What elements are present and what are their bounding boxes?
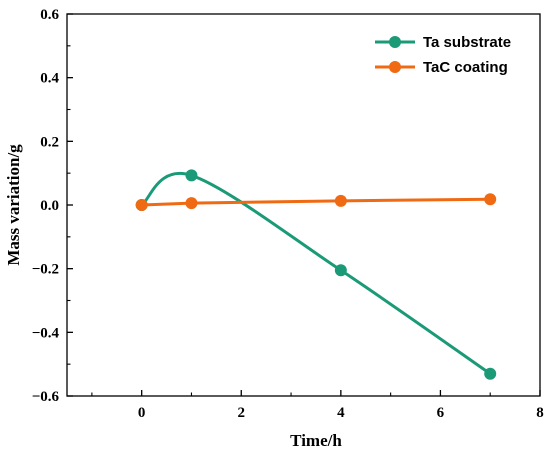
- legend-label: Ta substrate: [423, 34, 511, 51]
- x-tick-label: 0: [138, 405, 146, 421]
- x-tick-label: 2: [238, 405, 246, 421]
- y-tick-label: 0.2: [40, 134, 59, 150]
- x-tick-label: 8: [536, 405, 544, 421]
- data-point: [185, 169, 198, 182]
- legend-label: TaC coating: [423, 59, 508, 76]
- y-tick-label: 0.0: [40, 198, 59, 214]
- x-tick-label: 6: [437, 405, 445, 421]
- y-axis-title: Mass variation/g: [4, 144, 23, 266]
- y-axis: −0.6 −0.4 −0.2 0.0 0.2 0.4 0.6: [32, 7, 73, 405]
- y-tick-label: 0.6: [40, 7, 59, 23]
- y-tick-label: −0.4: [32, 325, 60, 341]
- x-axis: 0 2 4 6 8: [91, 390, 544, 421]
- legend: Ta substrate TaC coating: [375, 34, 511, 76]
- legend-marker: [389, 61, 401, 73]
- data-point: [484, 193, 497, 206]
- series-layer: [135, 169, 497, 380]
- data-point: [135, 199, 148, 211]
- x-axis-title: Time/h: [290, 431, 342, 450]
- y-tick-label: 0.4: [40, 71, 59, 87]
- legend-marker: [389, 36, 401, 48]
- series-line-1: [141, 197, 491, 207]
- data-point: [185, 197, 198, 210]
- data-point: [334, 194, 347, 207]
- y-tick-label: −0.6: [32, 389, 60, 405]
- data-point: [334, 264, 347, 277]
- data-point: [484, 367, 497, 380]
- x-tick-label: 4: [337, 405, 345, 421]
- y-tick-label: −0.2: [32, 262, 59, 278]
- series-line-0: [140, 171, 492, 375]
